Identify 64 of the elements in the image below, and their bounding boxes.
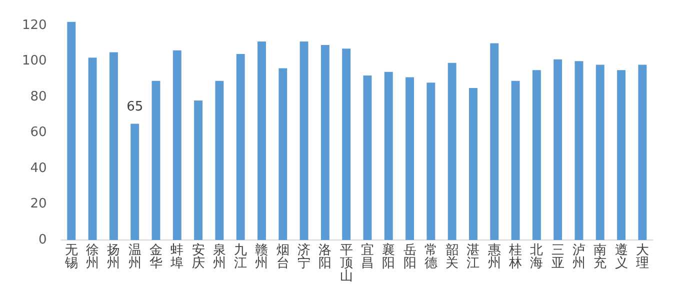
x-tick-label: 洛阳 bbox=[318, 242, 332, 271]
x-tick-label: 扬州 bbox=[107, 242, 120, 271]
bar bbox=[278, 68, 288, 240]
x-tick-label: 大理 bbox=[636, 242, 649, 271]
bar bbox=[172, 50, 182, 240]
bar bbox=[511, 80, 520, 240]
y-tick-label: 60 bbox=[30, 125, 47, 140]
y-tick-label: 100 bbox=[22, 54, 47, 69]
x-tick-label: 徐州 bbox=[86, 242, 100, 271]
x-tick-label: 蚌埠 bbox=[170, 242, 184, 271]
bar bbox=[109, 52, 118, 240]
x-tick-label: 南充 bbox=[594, 242, 607, 271]
bar bbox=[490, 43, 499, 240]
data-label: 65 bbox=[126, 100, 144, 115]
bar bbox=[384, 72, 393, 240]
x-tick-label: 九江 bbox=[234, 242, 248, 271]
bar bbox=[448, 62, 456, 240]
bar bbox=[469, 88, 478, 240]
bar bbox=[574, 61, 584, 240]
x-tick-label: 惠州 bbox=[486, 242, 501, 271]
x-tick-label: 遵义 bbox=[614, 242, 628, 271]
x-tick-label: 安庆 bbox=[192, 242, 205, 271]
bar bbox=[88, 58, 97, 240]
bar bbox=[363, 75, 372, 240]
bar bbox=[617, 70, 626, 240]
x-tick-label: 金华 bbox=[149, 242, 162, 271]
bar bbox=[258, 41, 266, 240]
x-tick-label: 无锡 bbox=[64, 242, 78, 271]
x-tick-label: 泉州 bbox=[212, 242, 226, 271]
bar bbox=[554, 59, 562, 240]
y-tick-label: 0 bbox=[38, 232, 47, 248]
x-tick-label: 济宁 bbox=[298, 242, 311, 271]
bar bbox=[67, 22, 76, 240]
bar bbox=[236, 54, 245, 240]
y-tick-label: 40 bbox=[30, 160, 47, 176]
bar bbox=[596, 64, 604, 240]
x-tick-label: 北海 bbox=[530, 242, 544, 271]
bar bbox=[342, 48, 351, 240]
x-tick-label: 常德 bbox=[424, 242, 438, 271]
bar bbox=[406, 77, 414, 240]
x-tick-label: 襄阳 bbox=[382, 242, 396, 271]
bar bbox=[215, 80, 224, 240]
x-tick-label: 宜昌 bbox=[360, 242, 374, 271]
y-tick-label: 20 bbox=[30, 196, 47, 212]
x-tick-label: 泸州 bbox=[572, 242, 586, 271]
x-tick-label: 烟台 bbox=[276, 242, 290, 271]
bar bbox=[638, 64, 647, 240]
bar bbox=[152, 80, 160, 240]
x-tick-label: 温州 bbox=[128, 242, 142, 271]
bar bbox=[320, 45, 330, 240]
y-tick-label: 120 bbox=[22, 18, 47, 33]
x-tick-label: 平顶山 bbox=[340, 242, 353, 284]
x-tick-label: 桂林 bbox=[508, 242, 522, 271]
x-tick-label: 赣州 bbox=[255, 242, 268, 271]
bar bbox=[194, 100, 203, 240]
y-tick-label: 80 bbox=[30, 89, 47, 104]
x-tick-label: 韶关 bbox=[446, 242, 459, 271]
bar bbox=[130, 124, 140, 240]
x-tick-label: 岳阳 bbox=[403, 242, 416, 271]
bar bbox=[426, 82, 436, 240]
x-tick-label: 湛江 bbox=[466, 242, 480, 271]
bar bbox=[532, 70, 541, 240]
bar bbox=[300, 41, 308, 240]
x-tick-label: 三亚 bbox=[551, 242, 564, 271]
